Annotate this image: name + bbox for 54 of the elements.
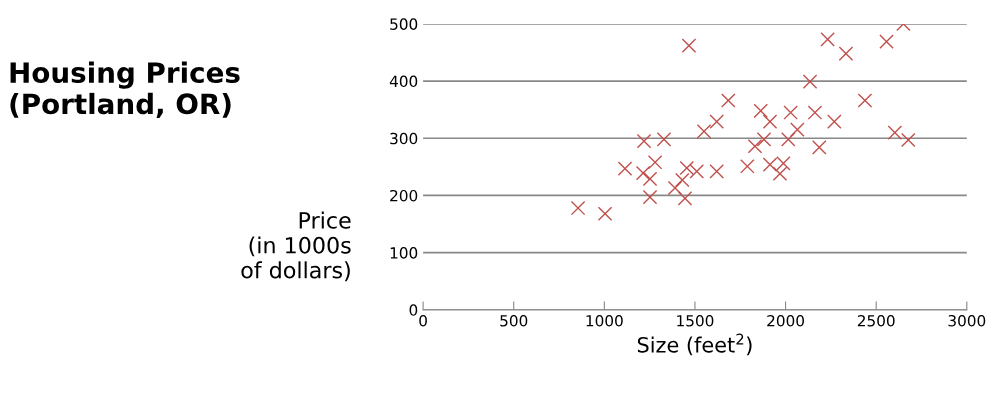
point <box>617 161 633 176</box>
point <box>642 189 658 205</box>
x-tick-label: 3000 <box>948 314 986 327</box>
text: Housing Prices (Portland, OR) <box>10 61 240 118</box>
point <box>647 155 663 170</box>
x-tick-label: 2500 <box>857 314 895 327</box>
point <box>597 206 613 222</box>
point <box>827 114 842 129</box>
point <box>762 114 778 129</box>
point <box>879 34 894 49</box>
point <box>857 93 873 108</box>
point <box>753 103 769 119</box>
x-tick-label: 0 <box>419 314 427 327</box>
y-tick-label: 0 <box>409 304 418 316</box>
x-tick-label: 500 <box>500 314 528 327</box>
point <box>696 124 712 139</box>
x-axis-title: Size (feet$^{2}$) <box>637 333 752 356</box>
point <box>756 132 772 147</box>
point <box>807 105 823 120</box>
point <box>781 132 796 147</box>
y-axis-title: Price (in 1000s of dollars) <box>241 211 351 282</box>
point <box>636 133 652 149</box>
point <box>709 114 724 129</box>
point <box>635 165 651 181</box>
point <box>740 159 755 174</box>
point <box>709 164 724 179</box>
point <box>820 32 835 47</box>
point <box>790 122 805 137</box>
y-tick-label: 100 <box>390 247 418 259</box>
point <box>802 74 818 89</box>
point <box>656 132 672 147</box>
x-tick-label: 2000 <box>767 314 804 327</box>
point <box>783 105 798 120</box>
point <box>772 166 788 182</box>
point <box>689 164 705 179</box>
point <box>887 125 903 140</box>
point <box>812 140 827 155</box>
point <box>667 180 683 196</box>
point <box>681 38 697 53</box>
point <box>838 46 854 61</box>
point <box>900 132 916 148</box>
x-tick-label: 1000 <box>586 314 623 327</box>
y-tick-label: 300 <box>390 132 418 145</box>
y-tick-label: 500 <box>390 18 418 30</box>
point <box>642 171 658 187</box>
point <box>679 160 695 176</box>
point <box>721 93 736 108</box>
x-tick-label: 1500 <box>677 314 714 327</box>
point <box>570 200 586 216</box>
y-tick-label: 400 <box>389 75 418 88</box>
point <box>674 172 690 188</box>
point <box>747 138 763 154</box>
y-tick-label: 200 <box>390 189 418 202</box>
point <box>677 191 693 206</box>
